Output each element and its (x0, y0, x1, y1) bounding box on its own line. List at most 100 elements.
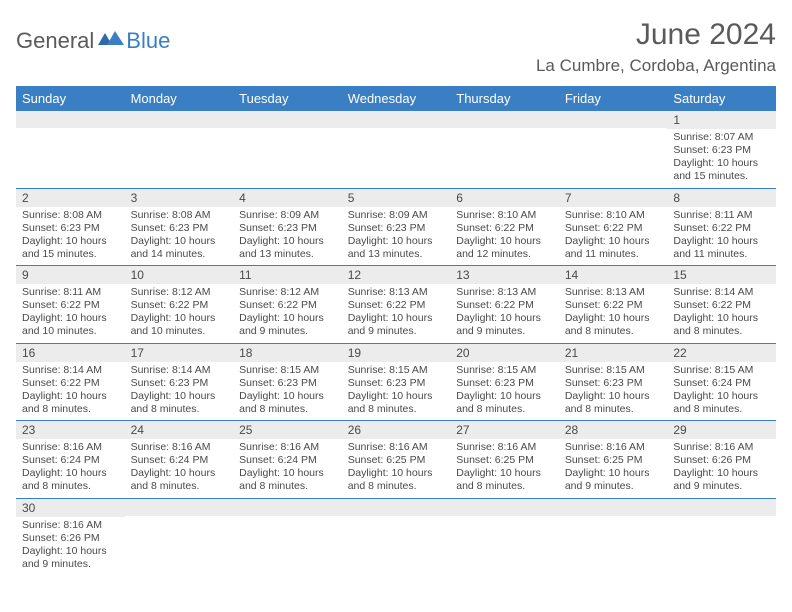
day-number: 25 (233, 421, 342, 439)
day-header: Tuesday (233, 86, 342, 111)
day-number (125, 111, 234, 128)
daylight-text: Daylight: 10 hours and 8 minutes. (456, 390, 553, 416)
sunset-text: Sunset: 6:22 PM (456, 222, 553, 235)
day-details: Sunrise: 8:15 AMSunset: 6:23 PMDaylight:… (450, 362, 559, 421)
calendar-cell (667, 498, 776, 575)
day-number (342, 111, 451, 128)
sunset-text: Sunset: 6:22 PM (673, 222, 770, 235)
day-details: Sunrise: 8:09 AMSunset: 6:23 PMDaylight:… (342, 207, 451, 266)
sunset-text: Sunset: 6:24 PM (131, 454, 228, 467)
calendar-cell: 22Sunrise: 8:15 AMSunset: 6:24 PMDayligh… (667, 343, 776, 421)
daylight-text: Daylight: 10 hours and 9 minutes. (348, 312, 445, 338)
calendar-cell: 12Sunrise: 8:13 AMSunset: 6:22 PMDayligh… (342, 266, 451, 344)
calendar-cell: 18Sunrise: 8:15 AMSunset: 6:23 PMDayligh… (233, 343, 342, 421)
day-details: Sunrise: 8:11 AMSunset: 6:22 PMDaylight:… (16, 284, 125, 343)
calendar-cell: 24Sunrise: 8:16 AMSunset: 6:24 PMDayligh… (125, 421, 234, 499)
day-number: 9 (16, 266, 125, 284)
sunrise-text: Sunrise: 8:16 AM (22, 519, 119, 532)
sunset-text: Sunset: 6:24 PM (673, 377, 770, 390)
calendar-cell (559, 111, 668, 188)
day-number: 19 (342, 344, 451, 362)
calendar-week: 23Sunrise: 8:16 AMSunset: 6:24 PMDayligh… (16, 421, 776, 499)
sunset-text: Sunset: 6:24 PM (22, 454, 119, 467)
day-number: 18 (233, 344, 342, 362)
brand-part2: Blue (126, 28, 170, 54)
day-header: Thursday (450, 86, 559, 111)
day-number: 8 (667, 189, 776, 207)
sunset-text: Sunset: 6:22 PM (22, 299, 119, 312)
calendar-week: 16Sunrise: 8:14 AMSunset: 6:22 PMDayligh… (16, 343, 776, 421)
brand-part1: General (16, 28, 94, 54)
day-header: Saturday (667, 86, 776, 111)
sunrise-text: Sunrise: 8:16 AM (456, 441, 553, 454)
day-number: 16 (16, 344, 125, 362)
day-header-row: Sunday Monday Tuesday Wednesday Thursday… (16, 86, 776, 111)
day-details: Sunrise: 8:11 AMSunset: 6:22 PMDaylight:… (667, 207, 776, 266)
calendar-cell: 15Sunrise: 8:14 AMSunset: 6:22 PMDayligh… (667, 266, 776, 344)
daylight-text: Daylight: 10 hours and 8 minutes. (565, 390, 662, 416)
sunrise-text: Sunrise: 8:13 AM (456, 286, 553, 299)
sunset-text: Sunset: 6:23 PM (239, 377, 336, 390)
sunrise-text: Sunrise: 8:16 AM (673, 441, 770, 454)
day-details: Sunrise: 8:07 AMSunset: 6:23 PMDaylight:… (667, 129, 776, 188)
daylight-text: Daylight: 10 hours and 9 minutes. (22, 545, 119, 571)
calendar-cell: 14Sunrise: 8:13 AMSunset: 6:22 PMDayligh… (559, 266, 668, 344)
sunset-text: Sunset: 6:23 PM (673, 144, 770, 157)
day-number (559, 499, 668, 516)
sunrise-text: Sunrise: 8:13 AM (565, 286, 662, 299)
day-header: Monday (125, 86, 234, 111)
day-number: 26 (342, 421, 451, 439)
daylight-text: Daylight: 10 hours and 8 minutes. (239, 467, 336, 493)
sunset-text: Sunset: 6:23 PM (348, 377, 445, 390)
day-number: 23 (16, 421, 125, 439)
sunrise-text: Sunrise: 8:16 AM (131, 441, 228, 454)
calendar-cell: 29Sunrise: 8:16 AMSunset: 6:26 PMDayligh… (667, 421, 776, 499)
title-block: June 2024 La Cumbre, Cordoba, Argentina (536, 18, 776, 76)
day-number: 13 (450, 266, 559, 284)
day-number: 29 (667, 421, 776, 439)
calendar-week: 2Sunrise: 8:08 AMSunset: 6:23 PMDaylight… (16, 188, 776, 266)
sunset-text: Sunset: 6:23 PM (131, 222, 228, 235)
calendar-cell: 27Sunrise: 8:16 AMSunset: 6:25 PMDayligh… (450, 421, 559, 499)
sunrise-text: Sunrise: 8:15 AM (239, 364, 336, 377)
sunrise-text: Sunrise: 8:07 AM (673, 131, 770, 144)
day-number (233, 111, 342, 128)
sunset-text: Sunset: 6:23 PM (22, 222, 119, 235)
day-number: 6 (450, 189, 559, 207)
day-details: Sunrise: 8:10 AMSunset: 6:22 PMDaylight:… (450, 207, 559, 266)
flag-icon (98, 29, 124, 54)
day-number (450, 499, 559, 516)
daylight-text: Daylight: 10 hours and 15 minutes. (22, 235, 119, 261)
day-details: Sunrise: 8:15 AMSunset: 6:23 PMDaylight:… (559, 362, 668, 421)
day-number: 20 (450, 344, 559, 362)
day-details: Sunrise: 8:16 AMSunset: 6:25 PMDaylight:… (450, 439, 559, 498)
calendar-cell (125, 111, 234, 188)
day-header: Sunday (16, 86, 125, 111)
daylight-text: Daylight: 10 hours and 9 minutes. (456, 312, 553, 338)
day-details: Sunrise: 8:15 AMSunset: 6:23 PMDaylight:… (233, 362, 342, 421)
sunset-text: Sunset: 6:22 PM (131, 299, 228, 312)
sunset-text: Sunset: 6:25 PM (456, 454, 553, 467)
calendar-cell: 4Sunrise: 8:09 AMSunset: 6:23 PMDaylight… (233, 188, 342, 266)
sunrise-text: Sunrise: 8:12 AM (239, 286, 336, 299)
calendar-cell: 9Sunrise: 8:11 AMSunset: 6:22 PMDaylight… (16, 266, 125, 344)
sunset-text: Sunset: 6:26 PM (22, 532, 119, 545)
calendar-cell: 13Sunrise: 8:13 AMSunset: 6:22 PMDayligh… (450, 266, 559, 344)
sunset-text: Sunset: 6:22 PM (239, 299, 336, 312)
sunset-text: Sunset: 6:23 PM (239, 222, 336, 235)
day-number (125, 499, 234, 516)
calendar-week: 9Sunrise: 8:11 AMSunset: 6:22 PMDaylight… (16, 266, 776, 344)
day-number (559, 111, 668, 128)
daylight-text: Daylight: 10 hours and 8 minutes. (239, 390, 336, 416)
day-details: Sunrise: 8:15 AMSunset: 6:23 PMDaylight:… (342, 362, 451, 421)
sunrise-text: Sunrise: 8:15 AM (456, 364, 553, 377)
day-details: Sunrise: 8:12 AMSunset: 6:22 PMDaylight:… (233, 284, 342, 343)
calendar-cell: 2Sunrise: 8:08 AMSunset: 6:23 PMDaylight… (16, 188, 125, 266)
calendar-cell: 30Sunrise: 8:16 AMSunset: 6:26 PMDayligh… (16, 498, 125, 575)
sunrise-text: Sunrise: 8:12 AM (131, 286, 228, 299)
calendar-cell: 23Sunrise: 8:16 AMSunset: 6:24 PMDayligh… (16, 421, 125, 499)
day-number: 22 (667, 344, 776, 362)
day-number: 14 (559, 266, 668, 284)
day-number: 24 (125, 421, 234, 439)
sunrise-text: Sunrise: 8:09 AM (239, 209, 336, 222)
